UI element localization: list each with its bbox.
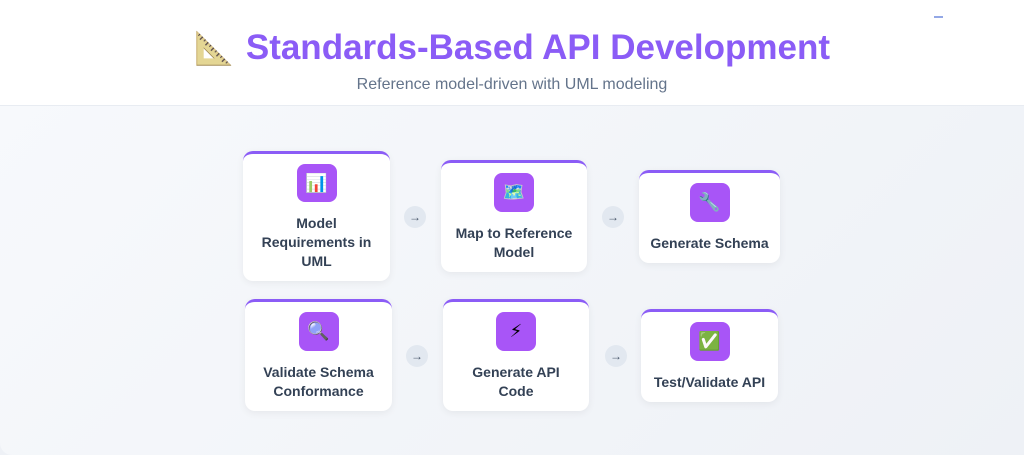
step-card: 🔧 Generate Schema (639, 170, 780, 263)
step-card: 🗺️ Map to Reference Model (441, 160, 587, 272)
page-title: 📐 Standards-Based API Development (194, 28, 830, 67)
magnifier-icon: 🔍 (298, 312, 339, 351)
map-icon: 🗺️ (494, 173, 534, 212)
bar-chart-icon: 📊 (296, 164, 337, 202)
lightning-icon: ⚡ (496, 312, 536, 351)
step-label: Test/Validate API (653, 374, 766, 390)
step-label: Model Requirements in UML (261, 215, 372, 269)
step-card: ⚡ Generate API Code (443, 299, 589, 411)
arrow-icon: → (605, 345, 627, 367)
wrench-icon: 🔧 (689, 183, 730, 222)
arrow-icon: → (602, 206, 624, 228)
step-label: Generate API Code (472, 364, 560, 399)
minimize-icon[interactable] (934, 16, 943, 18)
arrow-icon: → (406, 345, 428, 367)
check-icon: ✅ (689, 322, 730, 361)
step-card: ✅ Test/Validate API (641, 309, 778, 402)
step-label: Validate Schema Conformance (263, 364, 374, 399)
page-subtitle: Reference model-driven with UML modeling (356, 76, 668, 93)
step-label: Generate Schema (650, 235, 769, 251)
step-card: 📊 Model Requirements in UML (243, 151, 390, 281)
triangle-ruler-icon: 📐 (194, 30, 234, 66)
header: 📐 Standards-Based API Development Referen… (0, 0, 1024, 106)
step-label: Map to Reference Model (455, 225, 573, 260)
arrow-icon: → (404, 206, 426, 228)
step-card: 🔍 Validate Schema Conformance (245, 299, 392, 411)
